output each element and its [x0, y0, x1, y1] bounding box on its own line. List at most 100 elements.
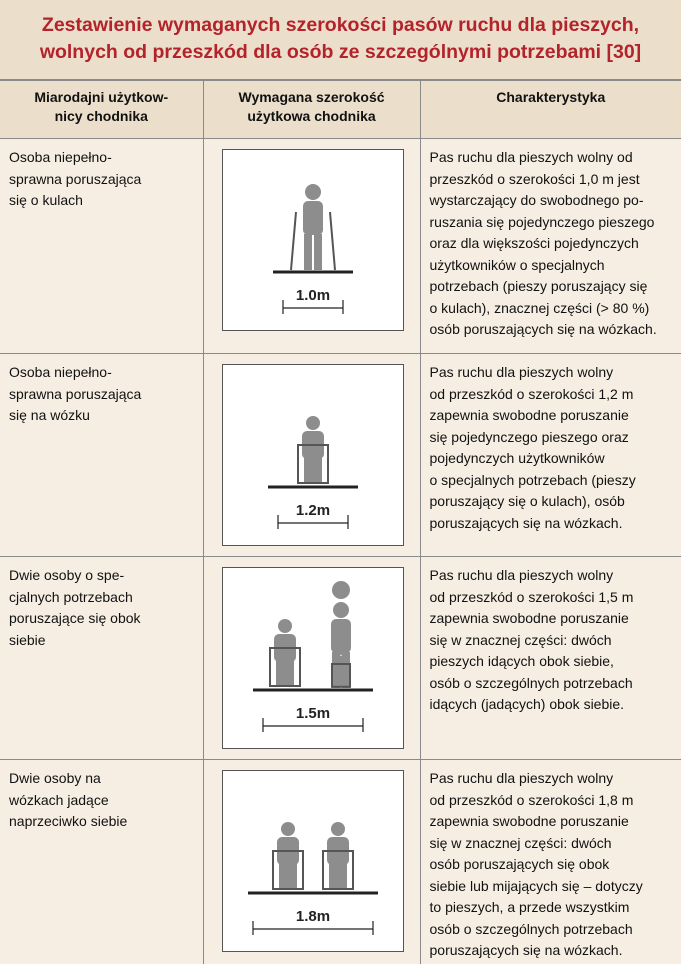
- users-line: Dwie osoby o spe-: [9, 567, 125, 583]
- header-line: użytkowa chodnika: [247, 108, 376, 124]
- users-line: poruszające się obok: [9, 610, 141, 626]
- description-line: zapewnia swobodne poruszanie: [429, 813, 629, 829]
- legs: [328, 863, 347, 889]
- header-cell: Wymagana szerokość użytkowa chodnika: [202, 80, 421, 139]
- users-line: Osoba niepełno-: [9, 364, 112, 380]
- width-label: 1.8m: [295, 908, 329, 925]
- description-line: pojedynczych użytkowników: [429, 450, 605, 466]
- description-line: o specjalnych potrzebach (pieszy: [429, 471, 636, 488]
- table-row: Osoba niepełno-sprawna poruszająca się na…: [0, 353, 681, 557]
- legs: [335, 671, 346, 687]
- users-cell: Osoba niepełno-sprawna poruszająca się o …: [0, 138, 204, 354]
- leg: [313, 234, 322, 270]
- header-row: Miarodajni użytkow-nicy chodnika Wymagana…: [0, 80, 681, 139]
- illustration: 1.0m: [221, 149, 404, 331]
- header-line: Charakterystyka: [496, 89, 606, 105]
- description-line: poruszających się na wózkach.: [429, 942, 623, 958]
- crutch: [328, 211, 336, 271]
- table-row: Dwie osoby na wózkach jadące naprzeciwko s…: [0, 759, 681, 964]
- description-line: osób poruszających się obok: [429, 856, 610, 872]
- users-line: Osoba niepełno-: [9, 149, 112, 165]
- head: [277, 619, 292, 633]
- description-line: wystarczający do swobodnego po-: [429, 192, 644, 208]
- crutch: [289, 211, 297, 271]
- leg: [303, 234, 312, 270]
- description-line: osób o szczególnych potrzebach: [429, 920, 633, 937]
- table-row: Dwie osoby o spe-cjalnych potrzebach poru…: [0, 556, 681, 760]
- head: [280, 822, 295, 836]
- head: [304, 184, 321, 200]
- description-line: się w znacznej części: dwóch: [429, 631, 612, 648]
- wheelchair: [271, 850, 304, 890]
- description-line: Pas ruchu dla pieszych wolny: [429, 364, 614, 380]
- title-line: wolnych od przeszkód dla osób ze szczegó…: [39, 41, 642, 63]
- users-cell: Dwie osoby na wózkach jadące naprzeciwko s…: [0, 759, 204, 964]
- description-cell: Pas ruchu dla pieszych wolny od przeszkód…: [419, 759, 681, 964]
- description-line: pieszych idących obok siebie,: [429, 653, 614, 669]
- description-line: poruszający się o kulach), osób: [429, 493, 625, 509]
- users-line: cjalnych potrzebach: [9, 588, 133, 605]
- header-line: Wymagana szerokość: [238, 89, 385, 105]
- title-line: Zestawienie wymaganych szerokości pasów …: [41, 14, 640, 36]
- wheelchair: [268, 647, 301, 687]
- description-line: osób poruszających się na wózkach.: [429, 321, 657, 337]
- width-label: 1.5m: [295, 705, 329, 722]
- description-line: siebie lub mijających się – dotyczy: [429, 877, 643, 894]
- header-line: Miarodajni użytkow-: [34, 89, 169, 105]
- description-line: się pojedynczego pieszego oraz: [429, 428, 629, 445]
- users-line: się o kulach: [9, 192, 83, 208]
- header-cell: Miarodajni użytkow-nicy chodnika: [0, 80, 204, 139]
- description-line: Pas ruchu dla pieszych wolny od: [429, 149, 633, 165]
- users-cell: Osoba niepełno-sprawna poruszająca się na…: [0, 353, 204, 557]
- description-cell: Pas ruchu dla pieszych wolny od przeszkód…: [419, 353, 681, 557]
- users-line: siebie: [9, 631, 46, 648]
- users-line: wózkach jadące: [9, 791, 109, 808]
- legs: [303, 457, 322, 483]
- description-line: użytkowników o specjalnych: [429, 256, 605, 273]
- description-line: od przeszkód o szerokości 1,2 m: [429, 385, 634, 402]
- description-line: zapewnia swobodne poruszanie: [429, 610, 629, 626]
- illustration: 1.2m: [221, 364, 404, 546]
- torso: [330, 619, 351, 653]
- head: [305, 416, 320, 430]
- table-row: Osoba niepełno-sprawna poruszająca się o …: [0, 138, 681, 354]
- description-line: poruszających się na wózkach.: [429, 514, 623, 531]
- legs: [278, 863, 297, 889]
- width-cell: 1.0m: [202, 138, 421, 354]
- description-line: Pas ruchu dla pieszych wolny: [429, 770, 614, 786]
- users-line: Dwie osoby na: [9, 770, 101, 786]
- illustration: 1.8m: [221, 770, 404, 952]
- header-line: nicy chodnika: [54, 108, 148, 124]
- description-line: od przeszkód o szerokości 1,8 m: [429, 791, 634, 808]
- users-line: sprawna poruszająca: [9, 385, 142, 402]
- wheelchair: [296, 444, 329, 484]
- description-line: Pas ruchu dla pieszych wolny: [429, 567, 614, 583]
- description-line: osób o szczególnych potrzebach: [429, 674, 633, 691]
- width-cell: 1.8m: [202, 759, 421, 964]
- description-line: się w znacznej części: dwóch: [429, 834, 612, 851]
- width-label: 1.0m: [295, 287, 329, 304]
- description-line: ruszania się pojedynczego pieszego: [429, 213, 655, 230]
- head: [331, 581, 350, 599]
- head: [332, 602, 349, 618]
- head: [330, 822, 345, 836]
- description-cell: Pas ruchu dla pieszych wolny od przeszkód…: [419, 138, 681, 354]
- title: Zestawienie wymaganych szerokości pasów …: [0, 0, 681, 80]
- description-line: oraz dla większości pojedynczych: [429, 235, 639, 251]
- width-cell: 1.2m: [202, 353, 421, 557]
- description-line: to pieszych, a przede wszystkim: [429, 899, 630, 915]
- header-cell: Charakterystyka: [419, 80, 681, 139]
- users-line: naprzeciwko siebie: [9, 813, 128, 829]
- description-line: przeszkód o szerokości 1,0 m jest: [429, 170, 640, 187]
- illustration: 1.5m: [221, 567, 404, 749]
- description-cell: Pas ruchu dla pieszych wolny od przeszkód…: [419, 556, 681, 760]
- wheelchair: [330, 663, 351, 688]
- width-label: 1.2m: [295, 502, 329, 519]
- description-line: potrzebach (pieszy poruszający się: [429, 278, 648, 294]
- legs: [275, 660, 294, 686]
- width-table: Miarodajni użytkow-nicy chodnika Wymagana…: [0, 80, 681, 964]
- users-line: sprawna poruszająca: [9, 170, 142, 187]
- users-line: się na wózku: [9, 407, 90, 423]
- description-line: od przeszkód o szerokości 1,5 m: [429, 588, 634, 605]
